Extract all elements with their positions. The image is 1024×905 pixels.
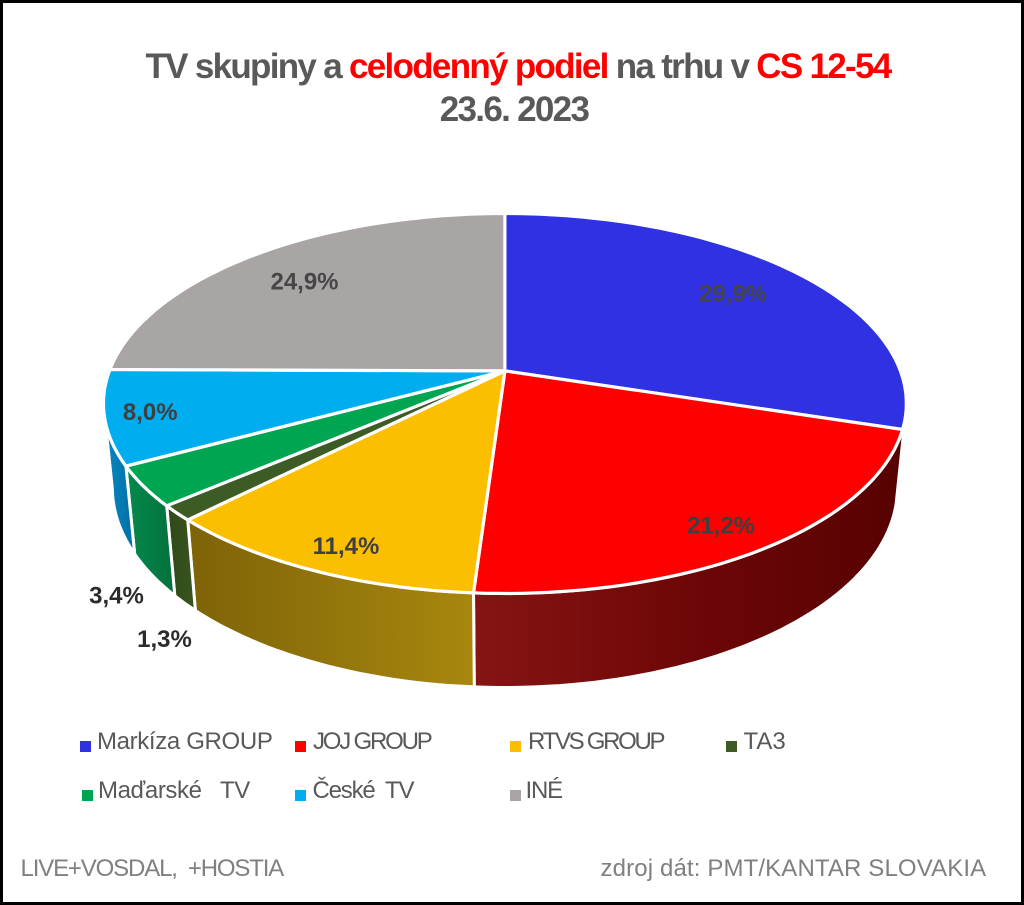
svg-text:29,9%: 29,9%	[699, 280, 767, 307]
svg-text:3,4%: 3,4%	[89, 583, 144, 610]
svg-text:8,0%: 8,0%	[123, 399, 178, 426]
svg-text:21,2%: 21,2%	[687, 513, 755, 540]
svg-text:24,9%: 24,9%	[270, 269, 338, 296]
svg-text:1,3%: 1,3%	[137, 626, 192, 653]
svg-text:11,4%: 11,4%	[313, 533, 380, 560]
